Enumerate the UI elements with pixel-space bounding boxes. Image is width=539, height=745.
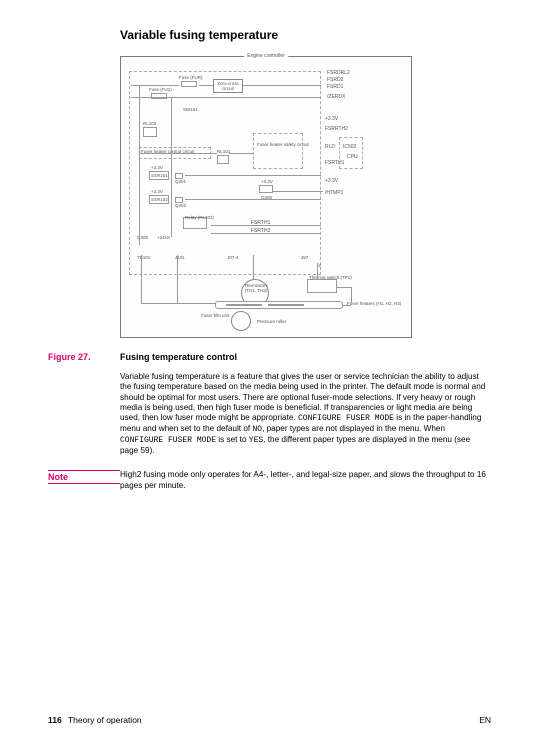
wire <box>343 305 351 306</box>
relay-label: Relay (RL103) <box>185 215 214 220</box>
rl101-box <box>217 155 229 164</box>
fuse-fu1-box <box>151 93 167 99</box>
wire <box>131 97 321 98</box>
wire <box>139 85 140 245</box>
ssr101-label: SSR101 <box>151 173 168 178</box>
wire <box>229 153 253 154</box>
cfm-code-2: CONFIGURE FUSER MODE <box>120 436 216 445</box>
sig-fsrd2: FSRD2 <box>327 78 343 84</box>
para-text-4: is set to <box>216 435 249 444</box>
wire <box>243 85 321 86</box>
wire <box>139 153 217 154</box>
wire <box>351 287 352 303</box>
fuse-fu1-label: Fuse (FU1) <box>149 87 172 92</box>
footer-lang: EN <box>479 715 491 725</box>
thermal-sw-box <box>307 279 337 293</box>
circuit-diagram: Engine controller Fuse (FUR) Fuse (FU1) … <box>120 56 412 338</box>
wire <box>199 85 213 86</box>
wire <box>317 263 318 279</box>
fuse-fur-label: Fuse (FUR) <box>179 75 203 80</box>
sig-htmp1: /HTMP1 <box>325 191 343 197</box>
wire <box>141 303 215 304</box>
v24-label: +24VA <box>157 235 170 240</box>
wire <box>211 233 321 234</box>
wire <box>273 191 323 192</box>
sig-rld: RLD <box>325 145 335 151</box>
fuser-safety-label: Fuser heater safety circuit <box>257 143 309 148</box>
wire <box>185 175 321 176</box>
j87-label: J87 <box>301 255 308 260</box>
heater-coil <box>268 304 304 306</box>
body-paragraph: Variable fusing temperature is a feature… <box>120 372 490 456</box>
fuser-heaters-label: Fuser heaters (H1, H2, H3) <box>347 301 401 306</box>
note-text: High2 fusing mode only operates for A4-,… <box>120 470 490 491</box>
figure-number: Figure 27. <box>48 352 120 362</box>
q301-label: Q301 <box>175 179 186 184</box>
page-number: 116 <box>48 715 62 725</box>
wire <box>211 225 321 226</box>
sig-fsrd1: FSRD1 <box>327 85 343 91</box>
yes-code: YES <box>249 436 263 445</box>
sig-fsrdrl2: FSRDRL2 <box>327 71 350 77</box>
engine-controller-label: Engine controller <box>244 53 288 59</box>
sig-zerdx: /ZERDX <box>327 95 345 101</box>
v33-2-label: +3.3V <box>151 189 163 194</box>
cfm-code-1: CONFIGURE FUSER MODE <box>298 414 394 423</box>
wire <box>337 287 351 288</box>
fuse-fur-box <box>181 81 197 87</box>
wire <box>141 255 142 303</box>
q301-box <box>175 173 183 179</box>
fuser-film-label: Fuser film unit <box>201 313 229 318</box>
j87-4-label: J87-4 <box>227 255 238 260</box>
q305-box <box>259 185 273 193</box>
fuser-heaters-bar <box>215 301 343 309</box>
sw101-label: SW101 <box>183 107 198 112</box>
note-label: Note <box>48 470 120 484</box>
para-text-3: , paper types are not displayed in the m… <box>262 424 445 433</box>
thermal-sw-label: Thermal switch (TP1) <box>309 275 352 280</box>
v33-1-label: +3.3V <box>151 165 163 170</box>
rl102-label: RL102 <box>143 121 156 126</box>
page-footer: 116 Theory of operation EN <box>48 715 491 725</box>
fuser-safety-dash <box>253 133 303 169</box>
wire <box>185 199 321 200</box>
ssr102-label: SSR102 <box>151 197 168 202</box>
wire <box>177 255 178 303</box>
cpu-dash <box>339 137 363 169</box>
chapter-name: Theory of operation <box>68 715 142 725</box>
v33-3-label: +3.3V <box>261 179 273 184</box>
zero-cross-box: Zero-cross circuit <box>213 79 243 93</box>
section-title: Variable fusing temperature <box>120 28 491 42</box>
q302-label: Q302 <box>175 203 186 208</box>
figure-caption: Fusing temperature control <box>120 352 237 362</box>
sig-33v-top: +3.3V <box>325 117 338 123</box>
sig-33v-b: +3.3V <box>325 179 338 185</box>
heater-coil <box>226 304 262 306</box>
wire <box>171 97 172 237</box>
q302-box <box>175 197 183 203</box>
sig-fsrrth2: FSRRTH2 <box>325 127 348 133</box>
no-code: NO <box>252 425 262 434</box>
wire <box>253 255 254 279</box>
thermistors-label: Thermistors (TH1, TH2) <box>239 283 273 293</box>
pressure-roller-circle <box>231 311 251 331</box>
rl102-box <box>143 127 157 137</box>
pressure-roller-label: Pressure roller <box>257 319 286 324</box>
tb101-label: TB101 <box>137 255 150 260</box>
footer-left: 116 Theory of operation <box>48 715 142 725</box>
